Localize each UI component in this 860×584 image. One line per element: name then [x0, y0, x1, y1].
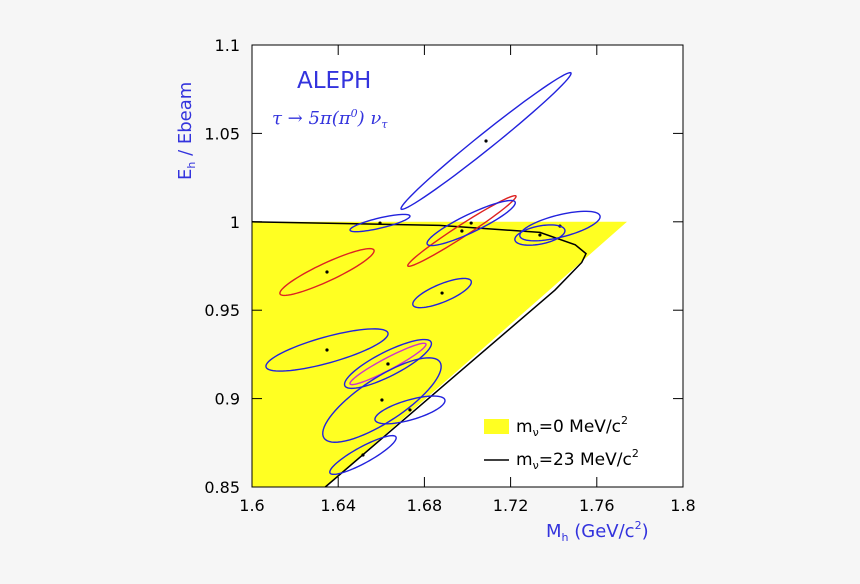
data-point [469, 221, 473, 225]
error-ellipse [519, 210, 601, 242]
x-tick-label: 1.76 [579, 496, 615, 515]
data-point [386, 362, 390, 366]
y-tick-label: 0.85 [204, 478, 240, 497]
legend-sup: 2 [621, 414, 628, 427]
data-point [484, 139, 488, 143]
legend-part: m [516, 417, 533, 437]
error-ellipse [265, 328, 389, 372]
legend-sub: ν [533, 426, 539, 439]
data-point [408, 408, 412, 412]
data-point [460, 229, 464, 233]
y-tick-label: 1.1 [215, 36, 240, 55]
data-point [380, 398, 384, 402]
error-ellipse [374, 395, 446, 425]
legend-sub: ν [533, 459, 539, 472]
y-tick-label: 0.95 [204, 301, 240, 320]
error-ellipse [343, 338, 433, 390]
y-axis-label: Eh / Ebeam [175, 82, 198, 180]
label-sub: h [185, 162, 198, 169]
x-tick-label: 1.68 [407, 496, 443, 515]
annotation-sub: τ [381, 118, 388, 131]
error-ellipse [412, 277, 473, 309]
data-point [361, 453, 365, 457]
x-tick-label: 1.8 [670, 496, 695, 515]
legend-label: mν=0 MeV/c2 [516, 414, 628, 439]
error-ellipse [329, 434, 397, 476]
plot-layer [251, 71, 627, 488]
label-part: (GeV/c [569, 521, 635, 542]
y-tick-label: 1 [230, 213, 240, 232]
annotation-sup: 0 [351, 107, 358, 120]
error-ellipse [349, 342, 427, 386]
error-ellipse [407, 194, 517, 268]
error-ellipse [514, 224, 566, 246]
data-point [538, 233, 542, 237]
chart-title: ALEPH [297, 68, 371, 94]
label-part: ) [642, 521, 649, 542]
label-part: E [175, 169, 196, 180]
error-ellipse [400, 71, 572, 211]
annotation-part: ) ν [357, 108, 382, 129]
y-tick-label: 0.9 [215, 390, 240, 409]
annotation-part: τ → 5π(π [272, 108, 352, 129]
y-tick-label: 1.05 [204, 124, 240, 143]
error-ellipse [349, 213, 411, 233]
label-part: / Ebeam [175, 82, 196, 162]
legend-swatch [484, 419, 509, 434]
x-axis-label: Mh (GeV/c2) [546, 519, 649, 544]
data-point [325, 270, 329, 274]
data-point [378, 221, 382, 225]
data-point [440, 291, 444, 295]
label-part: M [546, 521, 562, 542]
legend-part: =0 MeV/c [539, 417, 621, 437]
legend-part: =23 MeV/c [539, 450, 632, 470]
legend-sup: 2 [632, 447, 639, 460]
boundary-line [251, 221, 587, 488]
error-ellipse [279, 247, 375, 297]
region [252, 221, 627, 488]
annotation: τ → 5π(π0) ντ [272, 107, 388, 131]
legend-part: m [516, 450, 533, 470]
error-ellipse [426, 199, 517, 247]
x-tick-label: 1.72 [493, 496, 529, 515]
label-sup: 2 [635, 519, 642, 532]
data-point [325, 348, 329, 352]
x-tick-label: 1.64 [320, 496, 356, 515]
frame [251, 44, 684, 488]
legend-label: mν=23 MeV/c2 [516, 447, 639, 472]
x-tick-label: 1.6 [239, 496, 264, 515]
label-sub: h [562, 531, 569, 544]
